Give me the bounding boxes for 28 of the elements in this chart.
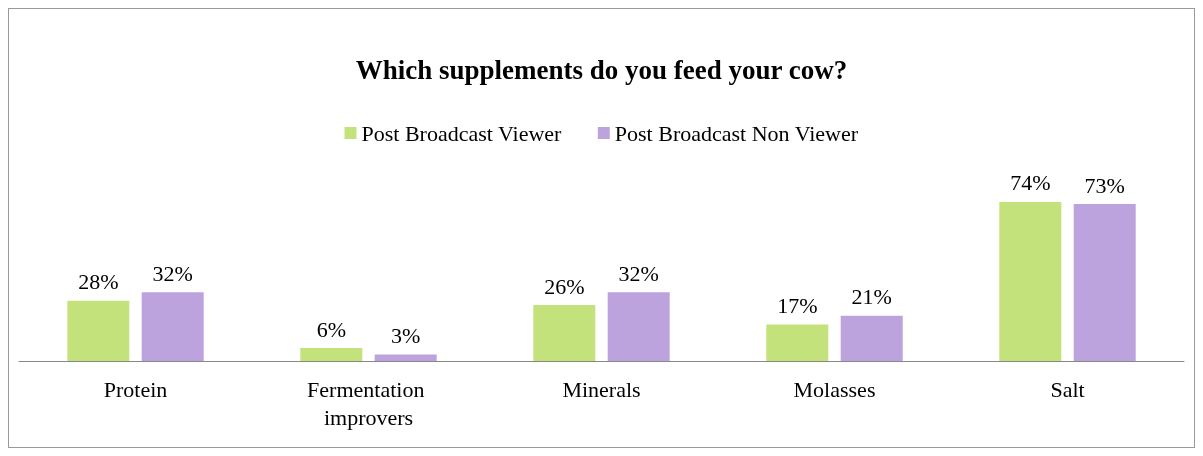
data-label: 6% <box>316 316 346 342</box>
data-label: 26% <box>544 273 585 299</box>
data-label: 32% <box>618 260 659 286</box>
data-label: 28% <box>78 269 119 295</box>
bar <box>607 292 670 361</box>
chart-title: Which supplements do you feed your cow? <box>355 54 848 85</box>
bar <box>533 305 596 361</box>
data-label: 74% <box>1010 170 1051 196</box>
bar <box>67 300 130 361</box>
data-label: 17% <box>777 292 818 318</box>
bar <box>766 324 829 361</box>
x-tick-label: Salt <box>1050 376 1085 402</box>
data-label: 21% <box>851 284 892 310</box>
data-label: 73% <box>1084 172 1125 198</box>
data-label: 3% <box>391 323 421 349</box>
bar <box>141 292 204 361</box>
legend-label: Post Broadcast Viewer <box>361 120 563 146</box>
x-tick-label: Fermentation improvers <box>307 376 430 430</box>
bar <box>1073 204 1136 361</box>
bar <box>374 354 437 361</box>
x-tick-label: Minerals <box>562 376 641 402</box>
data-label: 32% <box>152 260 193 286</box>
bar <box>840 315 903 361</box>
legend-label: Post Broadcast Non Viewer <box>614 120 859 146</box>
x-tick-label: Molasses <box>793 376 876 402</box>
bar <box>999 201 1062 361</box>
x-tick-label: Protein <box>103 376 168 402</box>
bar <box>300 348 363 361</box>
